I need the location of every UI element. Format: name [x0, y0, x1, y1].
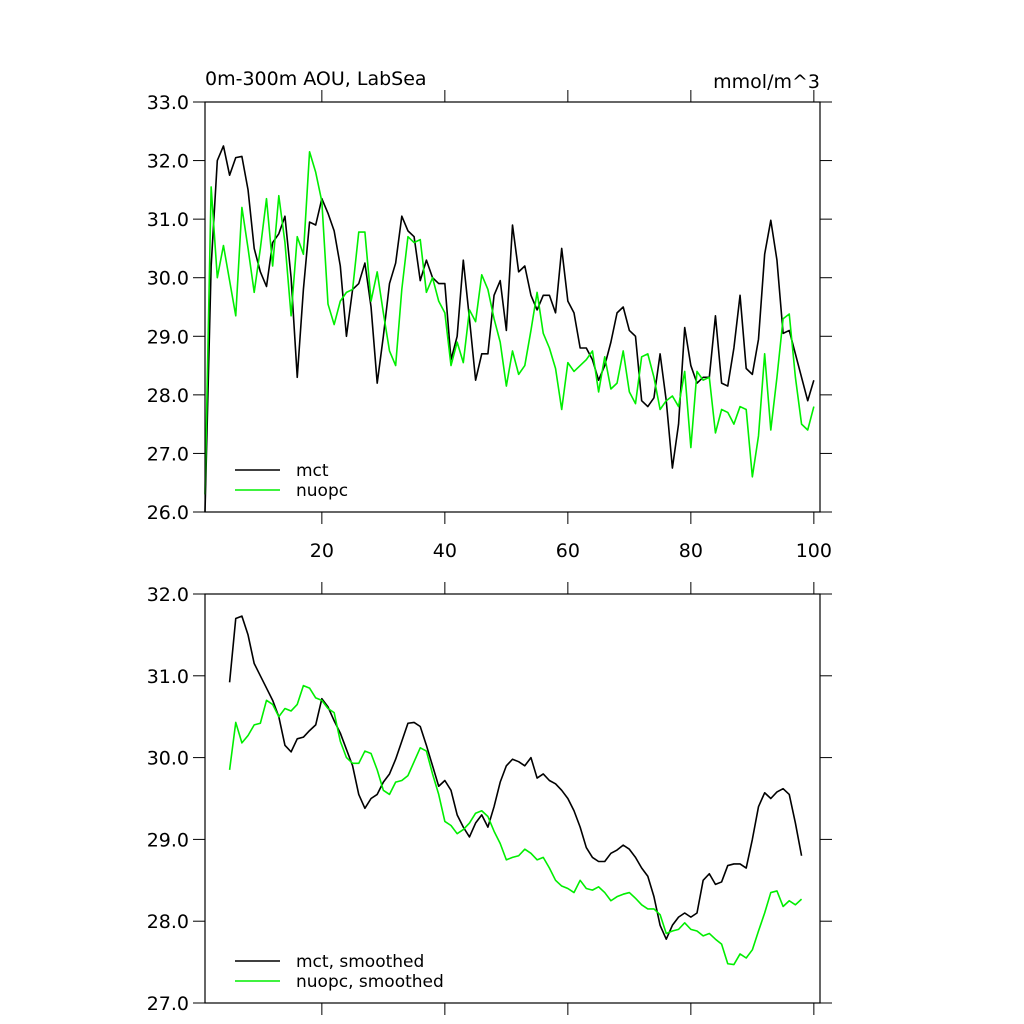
units-label: mmol/m^3 — [713, 71, 820, 93]
y-tick-label: 32.0 — [147, 584, 189, 606]
y-tick-label: 29.0 — [147, 829, 189, 851]
chart-title: 0m-300m AOU, LabSea — [205, 68, 427, 90]
data-line — [204, 145, 815, 513]
y-tick-label: 31.0 — [147, 666, 189, 688]
legend-label: nuopc, smoothed — [296, 972, 444, 992]
legend-label: mct — [296, 461, 329, 481]
x-tick-label: 40 — [433, 540, 457, 562]
y-tick-label: 28.0 — [147, 385, 189, 407]
x-tick-label: 60 — [556, 540, 580, 562]
data-line — [228, 615, 803, 940]
y-tick-label: 27.0 — [147, 993, 189, 1015]
y-tick-label: 27.0 — [147, 443, 189, 465]
y-tick-label: 29.0 — [147, 326, 189, 348]
y-tick-label: 26.0 — [147, 502, 189, 524]
legend-label: mct, smoothed — [296, 952, 424, 972]
x-tick-label: 80 — [679, 540, 703, 562]
plot-frame — [204, 101, 821, 513]
data-line — [204, 150, 815, 495]
plot-frame — [204, 593, 821, 1004]
y-tick-label: 30.0 — [147, 268, 189, 290]
y-tick-label: 31.0 — [147, 209, 189, 231]
legend-label: nuopc — [296, 481, 348, 501]
y-tick-label: 30.0 — [147, 748, 189, 770]
y-tick-label: 32.0 — [147, 151, 189, 173]
x-tick-label: 100 — [796, 540, 832, 562]
data-line — [228, 684, 803, 966]
y-tick-label: 33.0 — [147, 92, 189, 114]
y-tick-label: 28.0 — [147, 911, 189, 933]
x-tick-label: 20 — [310, 540, 334, 562]
